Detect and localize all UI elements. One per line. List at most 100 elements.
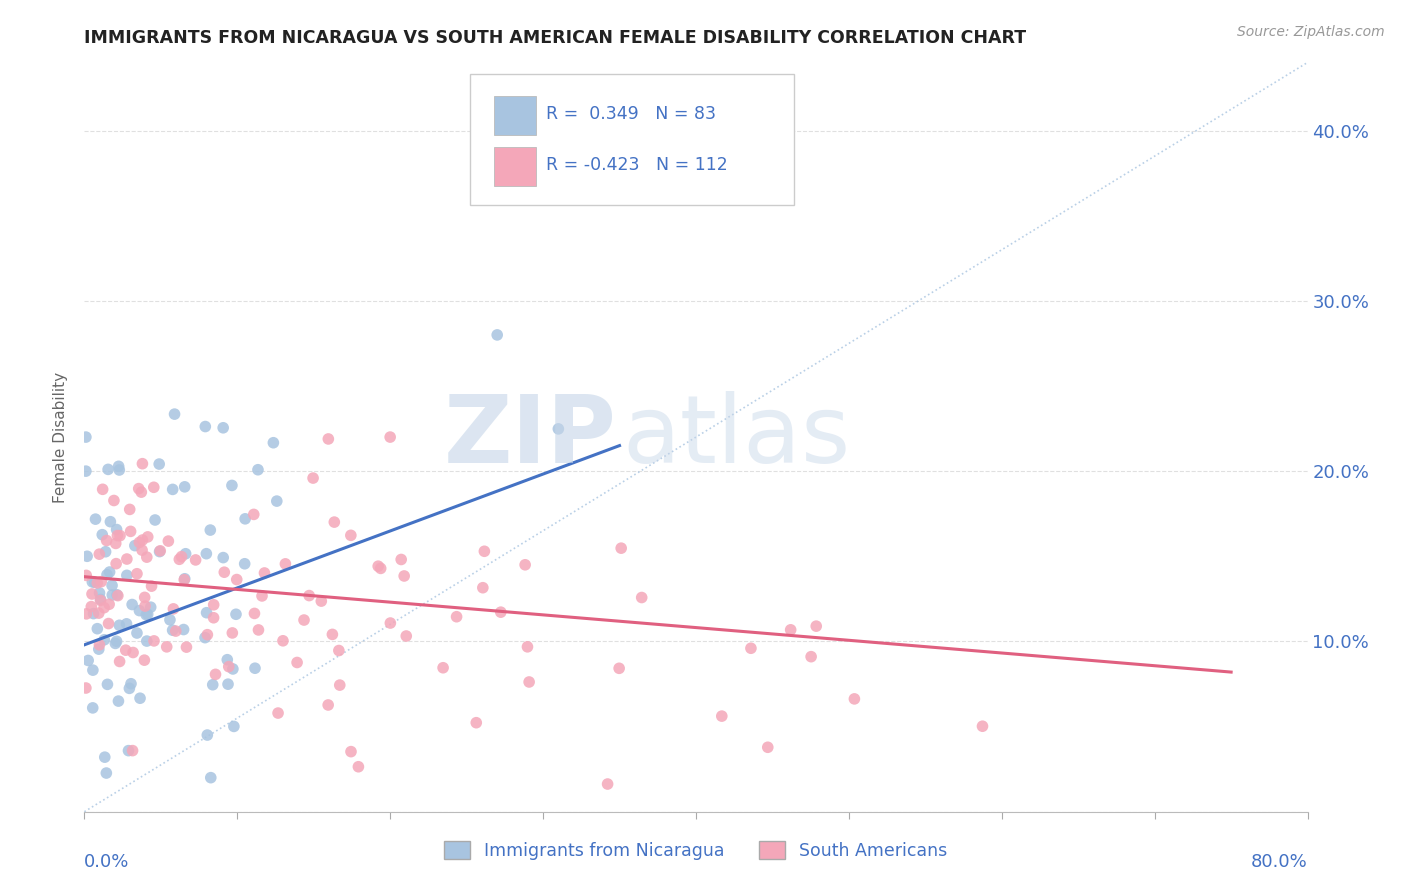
Point <box>98 597 121 611</box>
Point <box>225 607 247 622</box>
Point <box>212 550 235 565</box>
Point <box>136 607 159 622</box>
Point <box>80 587 103 601</box>
Point <box>131 485 153 500</box>
Point <box>212 421 235 435</box>
FancyBboxPatch shape <box>494 147 536 186</box>
Point <box>340 745 363 759</box>
Point <box>204 667 226 681</box>
Point <box>101 578 124 592</box>
Point <box>800 649 823 664</box>
Point <box>489 605 512 619</box>
Point <box>117 744 139 758</box>
Point <box>233 557 256 571</box>
Point <box>221 478 243 492</box>
Text: R = -0.423   N = 112: R = -0.423 N = 112 <box>546 156 727 174</box>
Point <box>101 588 124 602</box>
Point <box>105 634 128 648</box>
Point <box>243 661 266 675</box>
Point <box>233 512 256 526</box>
FancyBboxPatch shape <box>494 96 536 135</box>
Point <box>105 588 128 602</box>
Point <box>271 633 294 648</box>
Point <box>96 677 118 691</box>
Point <box>367 559 389 574</box>
Text: IMMIGRANTS FROM NICARAGUA VS SOUTH AMERICAN FEMALE DISABILITY CORRELATION CHART: IMMIGRANTS FROM NICARAGUA VS SOUTH AMERI… <box>84 29 1026 47</box>
Point <box>163 407 186 421</box>
Point <box>114 643 136 657</box>
Point <box>392 569 415 583</box>
Point <box>328 643 350 657</box>
Point <box>143 633 166 648</box>
Point <box>157 534 180 549</box>
Point <box>120 677 142 691</box>
Point <box>247 623 270 637</box>
Point <box>84 512 107 526</box>
Point <box>129 691 152 706</box>
Point <box>143 513 166 527</box>
Point <box>202 598 225 612</box>
Point <box>77 653 100 667</box>
Point <box>243 607 266 621</box>
Point <box>217 677 239 691</box>
Point <box>274 557 297 571</box>
Point <box>302 471 325 485</box>
Point <box>96 766 118 780</box>
Point <box>139 600 162 615</box>
Point <box>516 640 538 654</box>
Point <box>200 523 222 537</box>
Point <box>471 581 494 595</box>
Point <box>148 544 170 558</box>
Point <box>115 616 138 631</box>
Point <box>115 552 138 566</box>
Point <box>108 655 131 669</box>
Point <box>75 568 97 582</box>
Point <box>89 593 111 607</box>
Point <box>221 626 243 640</box>
Point <box>128 604 150 618</box>
Point <box>242 508 264 522</box>
Point <box>972 719 994 733</box>
Point <box>125 566 148 581</box>
Point <box>94 750 117 764</box>
Point <box>105 528 128 542</box>
Point <box>94 545 117 559</box>
Point <box>142 480 165 494</box>
Point <box>173 623 195 637</box>
Point <box>91 483 114 497</box>
Point <box>740 641 762 656</box>
Point <box>517 675 540 690</box>
Point <box>173 480 195 494</box>
Point <box>201 678 224 692</box>
Point <box>159 613 181 627</box>
Point <box>162 602 184 616</box>
Point <box>105 557 128 571</box>
Point <box>124 539 146 553</box>
Point <box>370 561 392 575</box>
Point <box>173 573 195 587</box>
Point <box>173 572 195 586</box>
Point <box>311 594 333 608</box>
Point <box>266 494 288 508</box>
Point <box>87 606 110 620</box>
Point <box>169 552 191 566</box>
Text: 80.0%: 80.0% <box>1251 853 1308 871</box>
Point <box>103 493 125 508</box>
Point <box>105 523 128 537</box>
Point <box>253 566 276 580</box>
Point <box>486 327 509 342</box>
Point <box>86 576 108 591</box>
Point <box>80 599 103 614</box>
Point <box>135 550 157 565</box>
Point <box>97 616 120 631</box>
Point <box>108 463 131 477</box>
Point <box>87 642 110 657</box>
Point <box>195 728 218 742</box>
Point <box>195 628 218 642</box>
Point <box>610 541 633 556</box>
Point <box>779 623 801 637</box>
Point <box>83 575 105 590</box>
Point <box>108 618 131 632</box>
Point <box>75 681 97 695</box>
Point <box>135 607 157 622</box>
